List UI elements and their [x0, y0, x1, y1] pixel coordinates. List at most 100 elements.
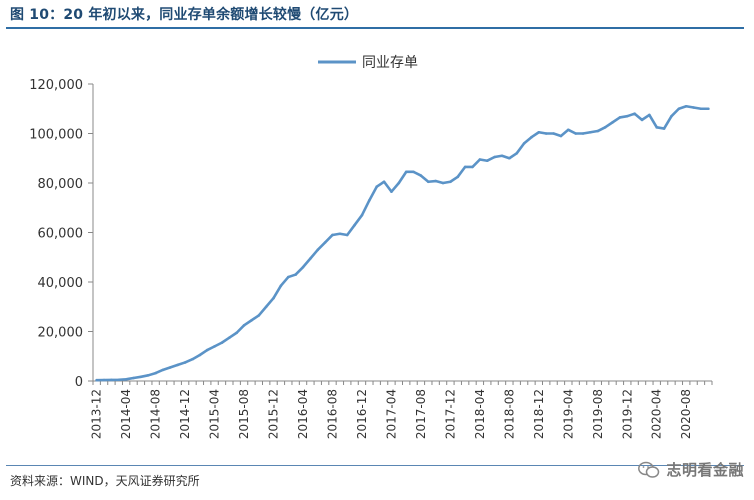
- data-point: [360, 213, 364, 217]
- data-point: [537, 130, 541, 134]
- x-tick-label: 2019-04: [561, 389, 575, 439]
- x-tick-label: 2018-12: [532, 389, 546, 439]
- data-point: [257, 314, 261, 317]
- data-point: [102, 378, 106, 382]
- x-tick-label: 2019-12: [620, 389, 634, 439]
- data-point: [191, 357, 194, 361]
- data-point: [390, 190, 393, 193]
- series-points: [95, 104, 710, 382]
- data-point: [655, 126, 659, 129]
- x-tick-label: 2014-04: [119, 389, 133, 439]
- data-point: [640, 118, 644, 122]
- data-point: [139, 375, 143, 379]
- data-point: [648, 113, 651, 117]
- data-point: [250, 319, 253, 322]
- data-point: [213, 345, 216, 348]
- data-point: [603, 126, 607, 129]
- data-point: [235, 331, 238, 335]
- wechat-icon: [638, 461, 660, 478]
- data-point: [176, 363, 180, 367]
- data-point: [345, 233, 349, 237]
- data-point: [618, 116, 622, 119]
- data-point: [198, 353, 202, 357]
- x-tick-label: 2014-08: [149, 389, 163, 439]
- data-point: [117, 378, 121, 382]
- data-point: [412, 170, 415, 174]
- x-tick-label: 2018-04: [473, 389, 487, 439]
- data-point: [441, 181, 445, 185]
- data-point: [611, 121, 614, 124]
- data-point: [625, 114, 629, 118]
- data-point: [368, 199, 371, 202]
- x-tick-label: 2013-12: [90, 389, 104, 439]
- x-tick-label: 2020-08: [679, 389, 693, 439]
- data-point: [110, 378, 113, 382]
- y-tick-label: 0: [75, 375, 83, 390]
- data-point: [279, 284, 283, 288]
- data-point: [375, 185, 379, 189]
- data-point: [338, 232, 342, 236]
- data-point: [426, 180, 430, 184]
- data-point: [471, 165, 474, 169]
- data-point: [419, 174, 423, 177]
- data-point: [522, 142, 526, 145]
- data-point: [508, 156, 511, 160]
- data-point: [161, 368, 165, 372]
- data-point: [500, 154, 504, 158]
- data-point: [434, 179, 437, 183]
- data-point: [294, 273, 297, 276]
- data-point: [124, 377, 128, 381]
- data-point: [530, 135, 533, 139]
- data-point: [331, 233, 334, 237]
- y-tick-label: 40,000: [38, 276, 84, 291]
- x-tick-label: 2018-08: [502, 389, 516, 439]
- watermark: 志明看金融: [638, 459, 744, 480]
- x-tick-label: 2019-08: [591, 389, 605, 439]
- figure-title: 图 10：20 年初以来，同业存单余额增长较慢（亿元）: [10, 7, 359, 23]
- line-chart: 同业存单 0 20,000 40,000 60,000 80,000 100,000 120…: [29, 55, 713, 439]
- data-point: [478, 158, 482, 161]
- y-tick-label: 80,000: [38, 177, 84, 192]
- x-tick-label: 2016-12: [355, 389, 369, 439]
- data-point: [692, 106, 695, 109]
- data-point: [183, 361, 187, 364]
- data-point: [670, 114, 673, 118]
- series-line: [95, 104, 710, 382]
- title-divider: [6, 27, 744, 29]
- y-axis-ticks: 0 20,000 40,000 60,000 80,000 100,000 120,000: [29, 78, 93, 390]
- data-point: [309, 257, 312, 260]
- data-point: [574, 132, 577, 135]
- data-point: [485, 159, 489, 163]
- data-point: [559, 134, 563, 138]
- y-tick-label: 100,000: [29, 128, 83, 143]
- data-point: [169, 366, 172, 369]
- data-point: [220, 341, 224, 344]
- x-tick-label: 2015-04: [208, 389, 222, 439]
- data-point: [404, 170, 408, 174]
- data-point: [316, 248, 320, 252]
- data-point: [323, 241, 327, 244]
- data-point: [205, 348, 209, 352]
- data-point: [154, 371, 157, 375]
- legend: 同业存单: [318, 55, 418, 71]
- data-point: [286, 275, 290, 279]
- data-point: [684, 104, 688, 108]
- data-point: [581, 132, 585, 135]
- data-point: [382, 180, 386, 184]
- x-tick-label: 2014-12: [178, 389, 192, 439]
- x-tick-label: 2016-08: [325, 389, 339, 439]
- data-point: [242, 324, 246, 327]
- data-point: [353, 223, 356, 227]
- data-point: [662, 127, 666, 130]
- x-tick-label: 2015-12: [267, 389, 281, 439]
- x-tick-label: 2017-08: [414, 389, 428, 439]
- data-point: [552, 132, 555, 135]
- data-point: [228, 336, 231, 339]
- data-point: [633, 112, 636, 115]
- data-point: [567, 128, 570, 132]
- watermark-text: 志明看金融: [666, 461, 744, 479]
- data-point: [132, 376, 135, 380]
- data-point: [596, 129, 600, 133]
- data-point: [397, 181, 401, 185]
- y-tick-label: 60,000: [38, 227, 84, 242]
